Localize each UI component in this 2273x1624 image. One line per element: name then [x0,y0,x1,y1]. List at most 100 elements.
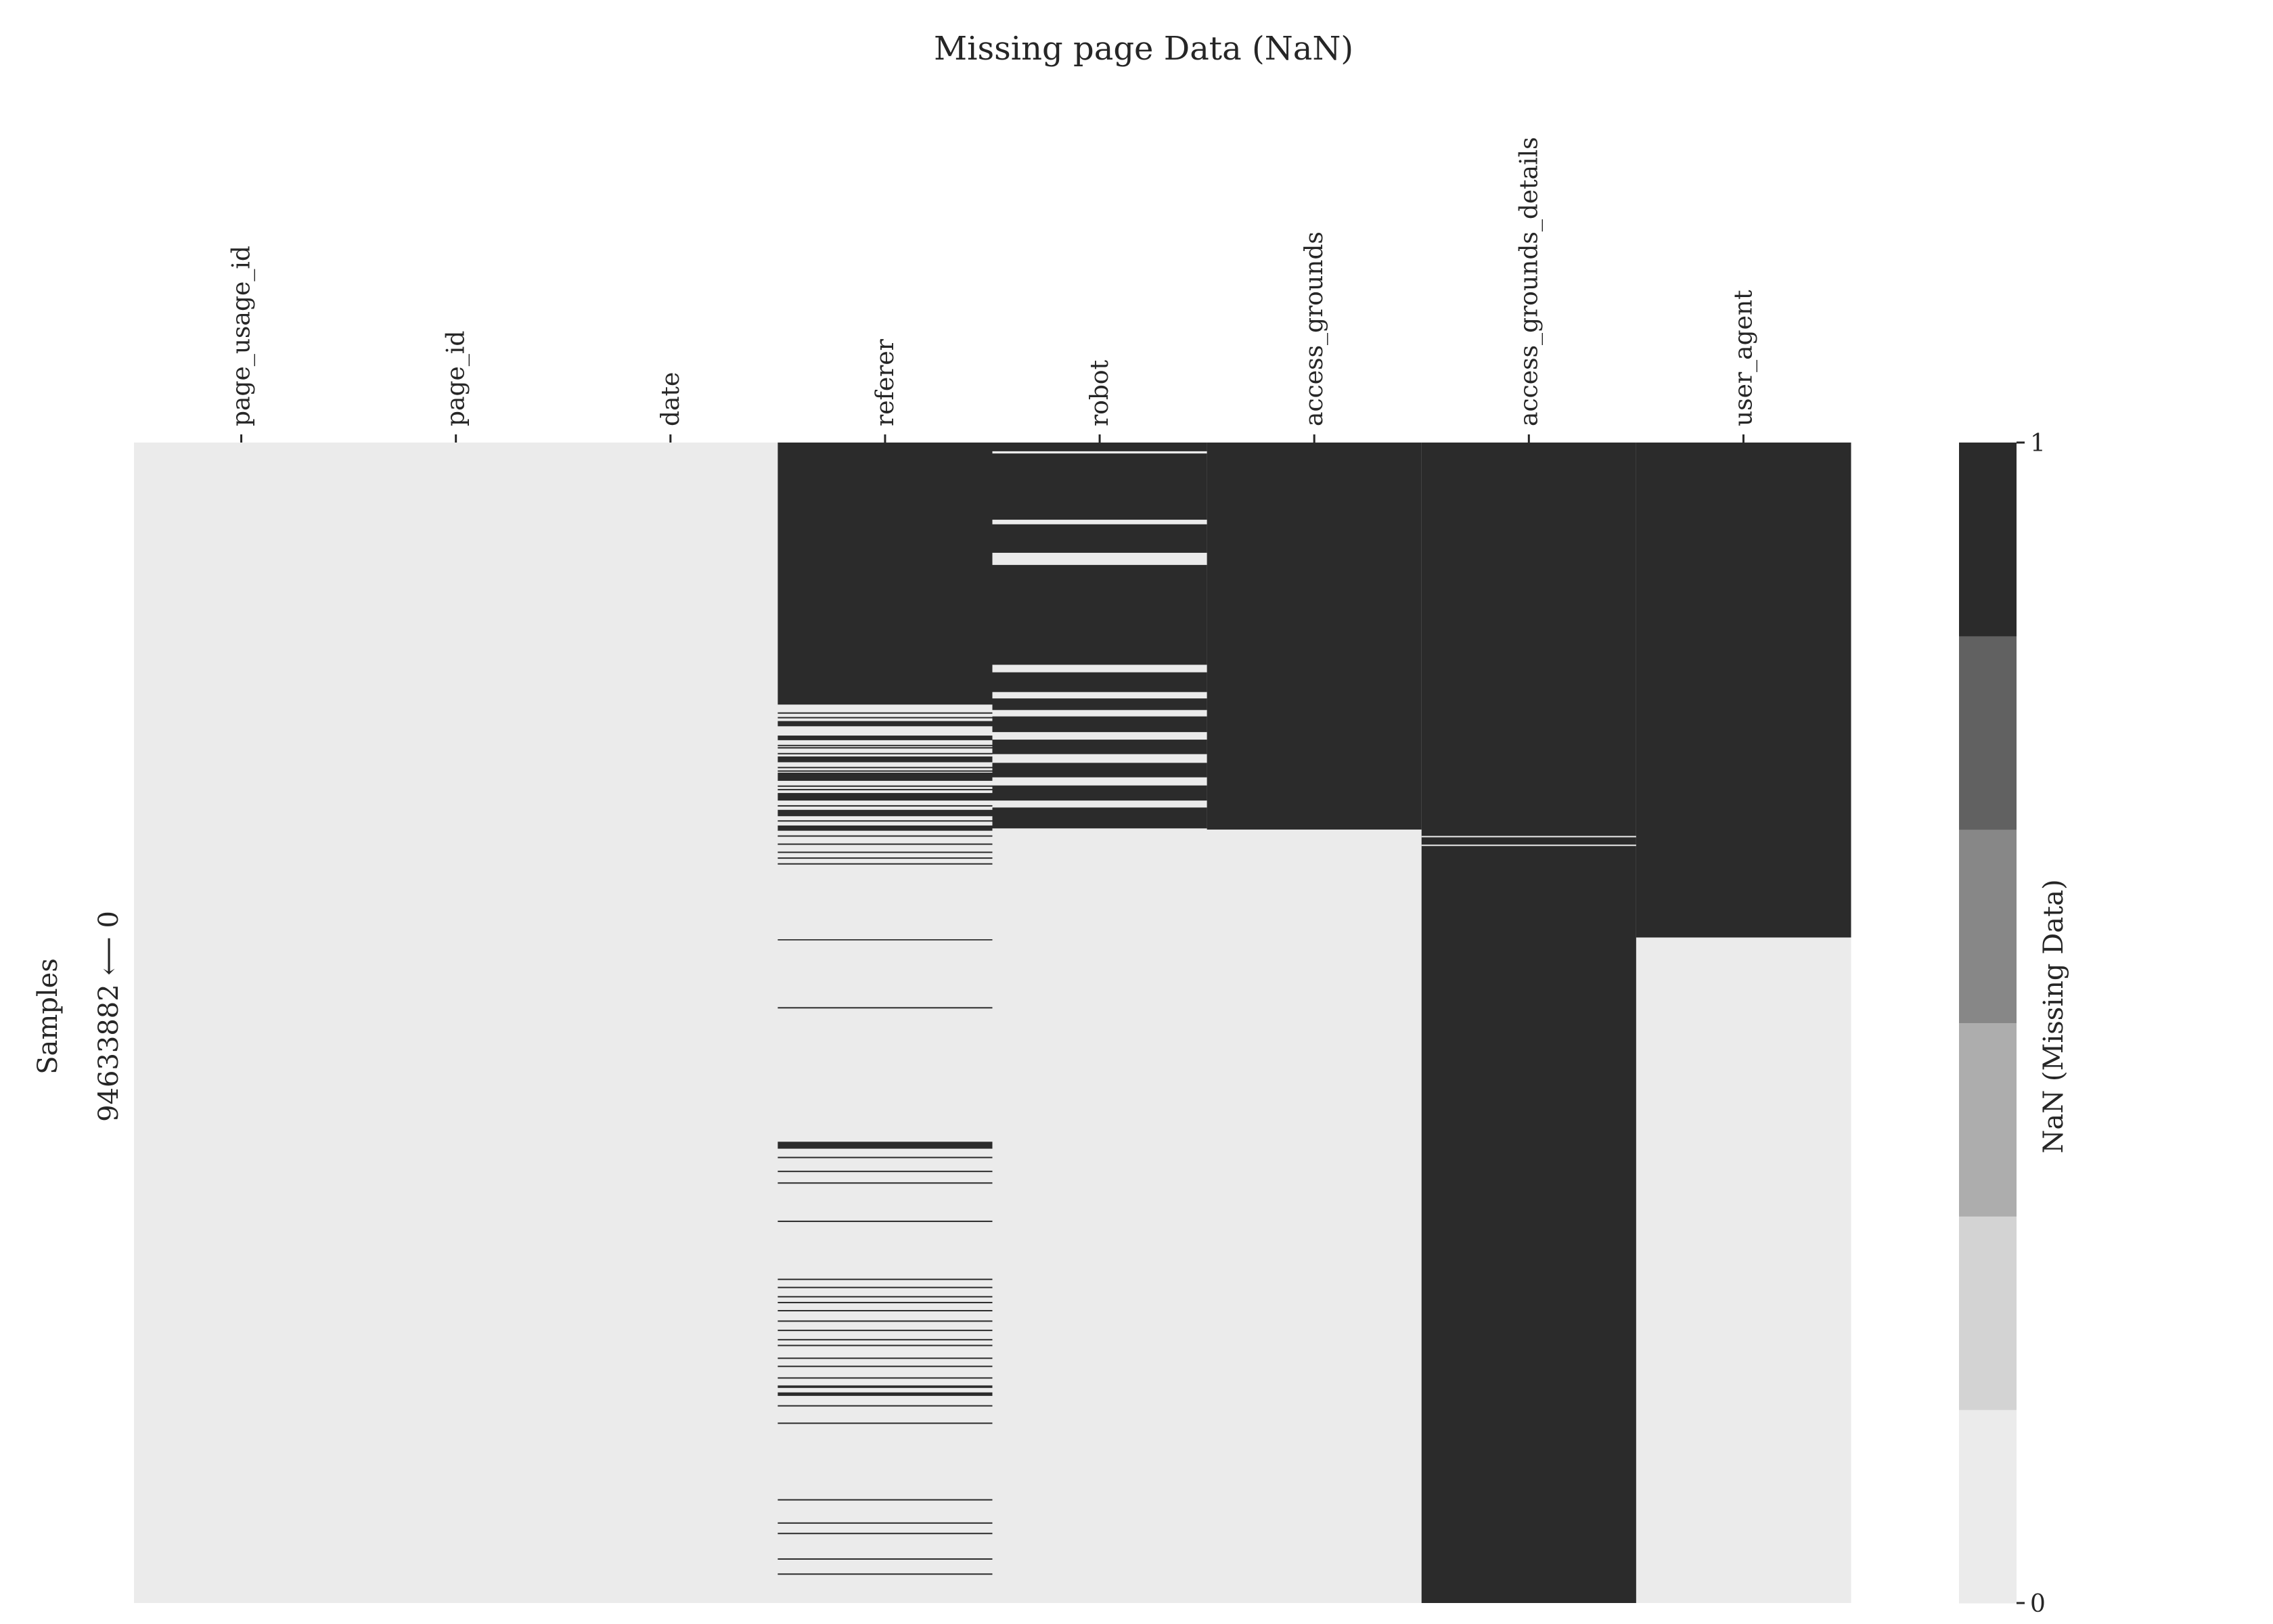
missing-block-access_grounds_details-0 [1421,443,1637,1603]
missing-line-referer-35 [778,1405,993,1407]
colorbar-label: NaN (Missing Data) [2038,879,2069,1153]
missing-block-robot-0 [992,443,1208,451]
colorbar-segment-0 [1959,1409,2017,1604]
missing-line-referer-20 [778,1220,993,1222]
missing-line-referer-40 [778,1558,993,1560]
missing-block-robot-2 [992,524,1208,553]
missing-line-referer-2 [778,744,993,746]
missing-line-referer-10 [778,820,993,822]
missing-line-referer-36 [778,1422,993,1424]
missing-line-referer-6 [778,770,993,772]
missing-line-referer-31 [778,1366,993,1368]
missing-block-referer-7 [778,825,993,831]
missing-line-robot-2 [992,564,1208,566]
missing-line-referer-16 [778,1007,993,1009]
missing-block-referer-8 [778,939,993,941]
colorbar-segment-5 [1959,443,2017,637]
missing-line-referer-22 [778,1286,993,1288]
missing-line-referer-30 [778,1357,993,1359]
missing-line-robot-0 [992,453,1208,455]
missing-line-referer-18 [778,1171,993,1173]
column-label-page_id: page_id [443,331,470,426]
missing-line-referer-23 [778,1296,993,1298]
missing-line-referer-19 [778,1182,993,1184]
missing-line-referer-8 [778,788,993,790]
colorbar-segment-4 [1959,635,2017,830]
missing-line-referer-26 [778,1320,993,1322]
colorbar-tick-label-0: 0 [2030,1590,2046,1618]
missing-line-referer-39 [778,1533,993,1535]
missing-line-referer-24 [778,1301,993,1303]
missing-line-referer-21 [778,1278,993,1280]
missing-block-robot-1 [992,453,1208,520]
missing-block-robot-8 [992,763,1208,777]
missing-data-matrix [134,443,1851,1603]
missing-block-referer-0 [778,443,993,705]
colorbar [1959,443,2017,1604]
missing-block-robot-6 [992,716,1208,732]
column-background-page_id [348,443,564,1603]
column-label-date: date [657,372,685,426]
missing-line-referer-3 [778,747,993,749]
missing-block-referer-3 [778,756,993,763]
column-labels: page_usage_id page_id date referer robot acce… [228,137,1757,443]
missing-block-referer-10 [778,1392,993,1396]
missing-line-referer-34 [778,1386,993,1389]
missing-block-robot-10 [992,807,1208,829]
present-line-access_grounds_details-0 [1421,836,1637,838]
missing-block-referer-5 [778,792,993,801]
missing-line-referer-37 [778,1499,993,1501]
missing-block-referer-1 [778,721,993,727]
colorbar-segment-2 [1959,1022,2017,1217]
missing-line-referer-4 [778,752,993,754]
column-label-user_agent: user_agent [1730,290,1757,426]
y-range-label: 94633882 ⟵ 0 [93,911,125,1122]
missing-block-access_grounds-0 [1207,443,1422,830]
missing-line-referer-14 [778,857,993,859]
colorbar-segment-3 [1959,829,2017,1023]
colorbar-tick-label-1: 1 [2030,430,2046,457]
y-axis-label: Samples [32,958,64,1075]
missing-block-robot-7 [992,740,1208,754]
missing-line-referer-0 [778,712,993,714]
missing-line-referer-28 [778,1338,993,1340]
missing-line-referer-17 [778,1156,993,1158]
missing-block-robot-3 [992,564,1208,665]
missing-block-referer-6 [778,809,993,817]
column-label-access_grounds_details: access_grounds_details [1515,137,1543,426]
column-background-date [563,443,778,1603]
missing-block-robot-5 [992,698,1208,710]
missing-block-robot-4 [992,672,1208,692]
column-label-referer: referer [872,338,899,426]
column-label-robot: robot [1086,359,1114,426]
missing-block-user_agent-0 [1636,443,1851,938]
missing-line-referer-7 [778,785,993,787]
column-background-page_usage_id [134,443,349,1603]
missing-line-referer-41 [778,1573,993,1575]
present-line-access_grounds_details-1 [1421,844,1637,847]
missing-line-referer-33 [778,1385,993,1387]
chart-title: Missing page Data (NaN) [934,30,1353,68]
missing-block-referer-9 [778,1142,993,1149]
missing-line-referer-15 [778,863,993,865]
missing-line-referer-13 [778,851,993,853]
missing-line-referer-11 [778,835,993,837]
missing-block-referer-4 [778,772,993,781]
missing-line-referer-25 [778,1309,993,1311]
missing-line-referer-32 [778,1377,993,1379]
missing-line-referer-27 [778,1330,993,1332]
missing-line-referer-9 [778,805,993,807]
colorbar-segment-1 [1959,1216,2017,1410]
missing-line-referer-12 [778,843,993,845]
column-label-page_usage_id: page_usage_id [228,246,256,426]
missing-line-referer-29 [778,1345,993,1347]
missing-line-referer-38 [778,1522,993,1524]
colorbar-ticks: 01 [2017,430,2046,1618]
column-label-access_grounds: access_grounds [1301,231,1328,426]
missing-block-robot-9 [992,785,1208,801]
missing-line-robot-1 [992,524,1208,526]
missing-line-referer-1 [778,717,993,719]
missing-block-referer-2 [778,736,993,740]
missing-line-referer-5 [778,767,993,769]
